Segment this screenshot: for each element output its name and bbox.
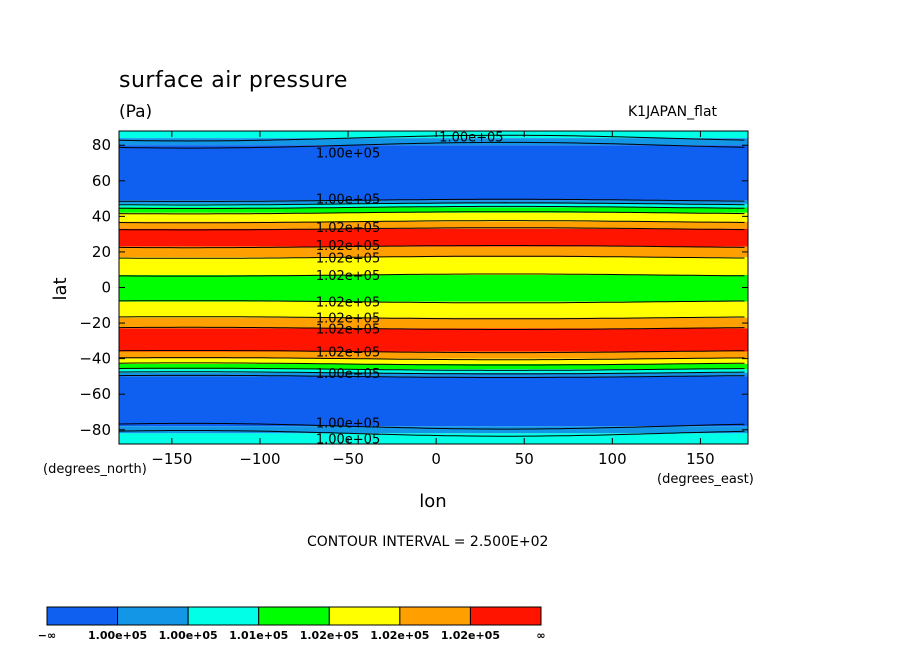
pressure-band-16 [119, 358, 748, 364]
contour-label-7: 1.02e+05 [316, 296, 380, 311]
x-axis-label: lon [419, 491, 446, 512]
y-axis-label: lat [50, 277, 71, 300]
x-axis-units: (degrees_east) [657, 472, 754, 487]
pressure-band-1 [119, 138, 748, 146]
y-tick-label-1: −60 [79, 385, 111, 403]
contour-line-11 [119, 300, 745, 304]
pressure-band-3 [119, 200, 748, 204]
contour-label-4: 1.02e+05 [316, 239, 380, 254]
y-tick-label-4: 0 [101, 279, 111, 297]
contour-line-9 [119, 255, 745, 259]
x-tick-label-3: 0 [431, 450, 441, 468]
contour-line-0 [118, 134, 745, 142]
contour-line-10 [119, 273, 745, 277]
x-tick-label-5: 100 [598, 450, 627, 468]
contour-line-3 [118, 202, 745, 206]
contour-line-14 [118, 350, 745, 354]
pressure-band-21 [119, 426, 748, 434]
contour-label-8: 1.02e+05 [316, 312, 380, 327]
x-tick-label-4: 50 [515, 450, 534, 468]
pressure-band-6 [119, 212, 748, 222]
pressure-band-18 [119, 369, 748, 373]
pressure-band-19 [119, 372, 748, 377]
contour-line-8 [118, 245, 745, 249]
y-tick-label-6: 40 [92, 207, 111, 225]
contour-line-1 [118, 141, 745, 149]
contour-line-7 [118, 227, 745, 231]
pressure-band-13 [119, 317, 748, 329]
pressure-band-15 [119, 351, 748, 359]
pressure-band-2 [119, 145, 748, 201]
contour-label-2: 1.00e+05 [316, 193, 380, 208]
chart-units: (Pa) [119, 102, 153, 122]
y-tick-label-0: −80 [79, 421, 111, 439]
pressure-band-20 [119, 376, 748, 427]
contour-line-21 [118, 430, 745, 437]
contour-line-6 [118, 220, 745, 224]
pressure-band-17 [119, 363, 748, 370]
contour-label-0: 1.00e+05 [316, 146, 380, 161]
x-tick-label-1: −100 [239, 450, 280, 468]
y-tick-label-3: −20 [79, 314, 111, 332]
y-tick-label-5: 20 [92, 243, 111, 261]
pressure-band-4 [119, 203, 748, 208]
contour-line-19 [118, 374, 745, 378]
pressure-band-22 [119, 433, 748, 444]
x-tick-label-2: −50 [332, 450, 364, 468]
contour-line-5 [118, 211, 745, 215]
contour-label-3: 1.02e+05 [316, 221, 380, 236]
contour-line-2 [119, 198, 745, 202]
contour-line-15 [119, 357, 745, 361]
pressure-band-5 [119, 207, 748, 213]
contour-line-13 [118, 326, 745, 330]
y-tick-label-2: −40 [79, 350, 111, 368]
chart-title: surface air pressure [119, 68, 348, 93]
pressure-band-8 [119, 228, 748, 247]
contour-line-4 [119, 205, 745, 209]
y-axis-units: (degrees_north) [43, 462, 147, 477]
contour-interval-label: CONTOUR INTERVAL = 2.500E+02 [307, 534, 549, 550]
y-tick-label-7: 60 [92, 172, 111, 190]
pressure-band-7 [119, 221, 748, 229]
pressure-band-11 [119, 275, 748, 302]
pressure-band-9 [119, 246, 748, 258]
contour-line-18 [119, 371, 745, 375]
x-tick-label-6: 150 [686, 450, 715, 468]
contour-label-12: 1.00e+05 [316, 417, 380, 432]
pressure-band-10 [119, 257, 748, 276]
contour-label-5: 1.02e+05 [316, 251, 380, 266]
contour-line-17 [118, 367, 745, 371]
contour-label-11: 1.00e+05 [316, 367, 380, 382]
contour-label-6: 1.02e+05 [316, 269, 380, 284]
contour-line-12 [119, 316, 745, 320]
contour-label-9: 1.02e+05 [316, 322, 380, 337]
y-tick-label-8: 80 [92, 136, 111, 154]
contour-label-10: 1.02e+05 [316, 346, 380, 361]
pressure-band-12 [119, 301, 748, 318]
run-name: K1JAPAN_flat [628, 104, 718, 120]
x-tick-label-0: −150 [151, 450, 192, 468]
contour-line-16 [118, 362, 745, 366]
contour-line-20 [118, 422, 745, 430]
pressure-band-0 [119, 131, 748, 139]
contour-label-1: 1.00e+05 [439, 130, 503, 145]
pressure-band-14 [119, 328, 748, 352]
